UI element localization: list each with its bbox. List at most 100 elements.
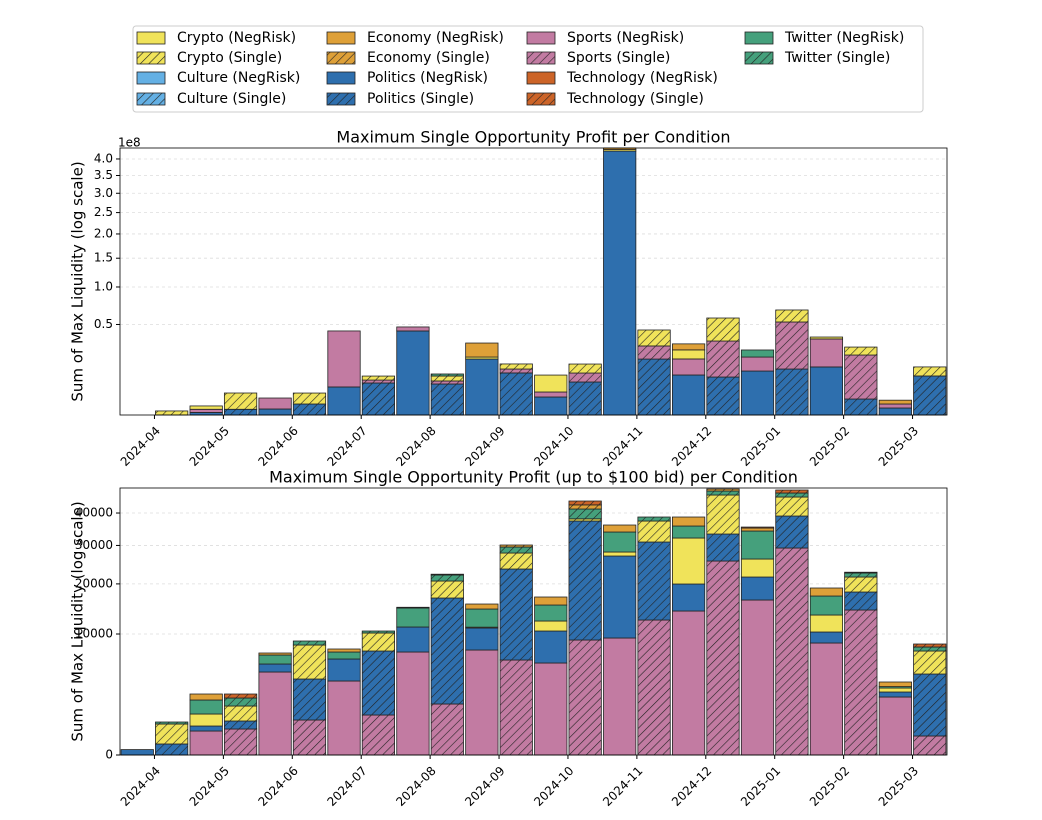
- bar-segment: [878, 687, 912, 693]
- legend-label: Politics (Single): [367, 91, 474, 107]
- x-tick-label: 2024-06: [256, 764, 301, 809]
- y-tick-label: 40000: [75, 506, 113, 520]
- x-tick-label: 2024-07: [324, 424, 369, 469]
- x-tick-label: 2024-09: [462, 764, 507, 809]
- bar-segment: [809, 595, 844, 616]
- x-tick-label: 2024-06: [256, 424, 301, 469]
- bar-segment: [361, 375, 395, 381]
- bar-segment: [809, 338, 844, 368]
- bar-segment: [706, 494, 740, 535]
- bar-segment: [499, 552, 533, 570]
- bar-segment: [878, 399, 912, 405]
- bar-segment: [430, 375, 464, 382]
- legend-swatch: [526, 71, 556, 85]
- x-tick-label: 2024-12: [669, 764, 714, 809]
- bar-segment: [534, 662, 568, 756]
- bar-segment: [603, 551, 637, 557]
- bar-segment: [809, 614, 844, 633]
- bar-segment: [740, 599, 775, 756]
- bar-segment: [775, 489, 809, 494]
- bar-segment: [430, 380, 464, 385]
- bar-segment: [568, 520, 602, 641]
- y-axis-label: Sum of Max Liquidity (log scale): [69, 501, 87, 741]
- bar-segment: [913, 735, 947, 756]
- bar-segment: [465, 649, 499, 756]
- bar-segment: [499, 546, 533, 554]
- y-tick-label: 2.5: [94, 205, 113, 219]
- legend-swatch: [526, 31, 556, 45]
- bar-segment: [672, 374, 706, 416]
- bar-segment: [534, 596, 568, 606]
- x-tick-label: 2025-02: [807, 764, 852, 809]
- bar-segment: [292, 403, 327, 416]
- bar-segment: [430, 373, 464, 377]
- bar-segment: [740, 576, 775, 601]
- bar-segment: [155, 410, 189, 416]
- x-tick-label: 2025-01: [738, 424, 783, 469]
- bar-segment: [534, 620, 568, 632]
- bar-segment: [223, 693, 258, 699]
- bar-segment: [189, 713, 223, 727]
- bar-segment: [189, 408, 223, 413]
- bar-segment: [637, 345, 671, 360]
- bar-segment: [637, 358, 671, 416]
- bar-segment: [396, 606, 430, 609]
- bar-segment: [740, 527, 775, 532]
- bar-segment: [223, 728, 258, 756]
- x-tick-label: 2024-04: [118, 424, 163, 469]
- legend-swatch: [326, 51, 356, 65]
- bar-segment: [775, 492, 809, 498]
- bar-segment: [775, 496, 809, 517]
- x-tick-label: 2024-05: [187, 424, 232, 469]
- bar-segment: [844, 346, 878, 356]
- bar-segment: [637, 619, 671, 756]
- bar-segment: [361, 379, 395, 384]
- bar-segment: [223, 408, 258, 416]
- legend-label: Crypto (Single): [177, 50, 282, 66]
- bar-segment: [603, 531, 637, 553]
- bar-segment: [672, 525, 706, 539]
- x-tick-label: 2025-03: [876, 424, 921, 469]
- bar-segment: [499, 544, 533, 548]
- bar-segment: [465, 608, 499, 628]
- y-tick-label: 2.0: [94, 226, 113, 240]
- bar-segment: [189, 693, 223, 701]
- y-tick-label: 10000: [75, 627, 113, 641]
- bar-segment: [327, 651, 361, 660]
- bar-segment: [672, 610, 706, 756]
- x-tick-label: 2025-03: [876, 764, 921, 809]
- bar-segment: [844, 354, 878, 400]
- bar-segment: [361, 650, 395, 716]
- legend-swatch: [136, 31, 166, 45]
- bar-segment: [430, 703, 464, 756]
- bar-segment: [913, 673, 947, 737]
- plot-frame: [119, 147, 948, 416]
- y-tick-label: 20000: [75, 576, 113, 590]
- legend-swatch: [326, 71, 356, 85]
- bar-segment: [637, 329, 671, 347]
- bar-segment: [568, 500, 602, 506]
- bar-segment: [499, 368, 533, 374]
- bar-segment: [223, 697, 258, 707]
- bar-segment: [258, 654, 292, 665]
- bar-segment: [672, 349, 706, 360]
- bar-segment: [809, 631, 844, 644]
- bar-segment: [223, 705, 258, 722]
- bar-segment: [809, 366, 844, 416]
- bar-segment: [740, 526, 775, 529]
- bar-segment: [396, 607, 430, 628]
- bar-segment: [189, 699, 223, 715]
- bar-segment: [637, 541, 671, 621]
- legend-swatch: [136, 51, 166, 65]
- bar-segment: [534, 604, 568, 622]
- bar-segment: [499, 372, 533, 416]
- bar-segment: [672, 343, 706, 351]
- chart-title: Maximum Single Opportunity Profit (up to…: [269, 468, 798, 487]
- legend-label: Sports (Single): [567, 50, 670, 66]
- bar-segment: [706, 317, 740, 342]
- bar-segment: [844, 576, 878, 593]
- bar-segment: [430, 597, 464, 705]
- bar-segment: [258, 663, 292, 673]
- bar-segment: [844, 572, 878, 578]
- bar-segment: [844, 591, 878, 611]
